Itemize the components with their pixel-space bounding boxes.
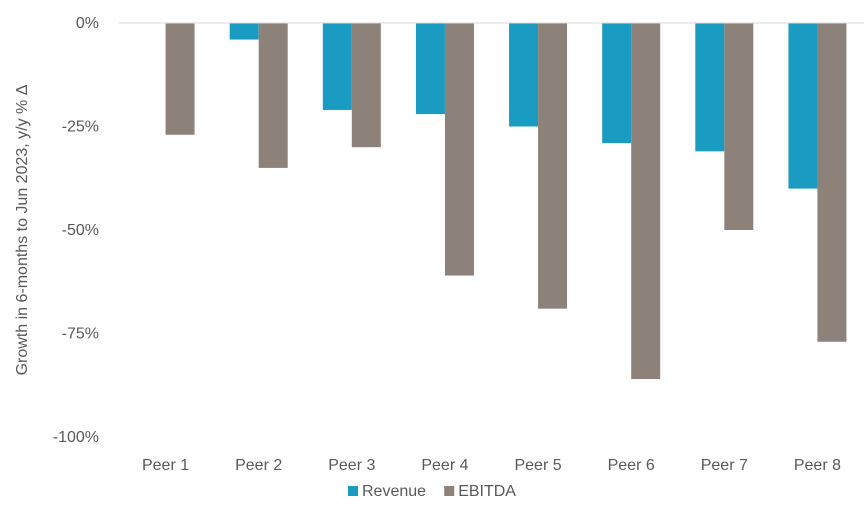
y-tick-label: -100% (53, 429, 99, 446)
bar-ebitda-7 (724, 23, 754, 230)
legend: Revenue EBITDA (348, 483, 516, 500)
bar-revenue-8 (788, 23, 818, 189)
legend-label-revenue: Revenue (362, 483, 426, 500)
x-category-label: Peer 1 (142, 457, 189, 474)
x-category-labels: Peer 1 Peer 2 Peer 3 Peer 4 Peer 5 Peer 6 Peer… (142, 457, 841, 474)
y-axis-title: Growth in 6-months to Jun 2023, y/y % Δ (14, 84, 31, 375)
legend-swatch-revenue (348, 486, 358, 496)
bar-revenue-2 (229, 23, 259, 40)
bar-revenue-6 (602, 23, 632, 144)
bar-ebitda-2 (258, 23, 288, 168)
x-category-label: Peer 4 (421, 457, 468, 474)
legend-label-ebitda: EBITDA (458, 483, 516, 500)
bar-ebitda-5 (538, 23, 568, 309)
x-category-label: Peer 6 (608, 457, 655, 474)
y-tick-label: -25% (62, 119, 99, 136)
bar-revenue-7 (695, 23, 725, 152)
bars-layer (165, 23, 847, 380)
y-tick-label: 0% (76, 15, 99, 32)
y-tick-label: -50% (62, 222, 99, 239)
y-tick-labels: 0% -25% -50% -75% -100% (53, 15, 99, 446)
bar-ebitda-6 (631, 23, 661, 380)
x-category-label: Peer 5 (514, 457, 561, 474)
y-tick-label: -75% (62, 326, 99, 343)
bar-ebitda-1 (165, 23, 195, 135)
x-category-label: Peer 8 (794, 457, 841, 474)
bar-revenue-5 (509, 23, 539, 127)
bar-revenue-3 (322, 23, 352, 110)
bar-revenue-4 (415, 23, 445, 115)
bar-ebitda-8 (817, 23, 847, 342)
x-category-label: Peer 2 (235, 457, 282, 474)
x-category-label: Peer 3 (328, 457, 375, 474)
x-category-label: Peer 7 (701, 457, 748, 474)
bar-ebitda-3 (351, 23, 381, 148)
bar-ebitda-4 (444, 23, 474, 276)
legend-swatch-ebitda (444, 486, 455, 496)
